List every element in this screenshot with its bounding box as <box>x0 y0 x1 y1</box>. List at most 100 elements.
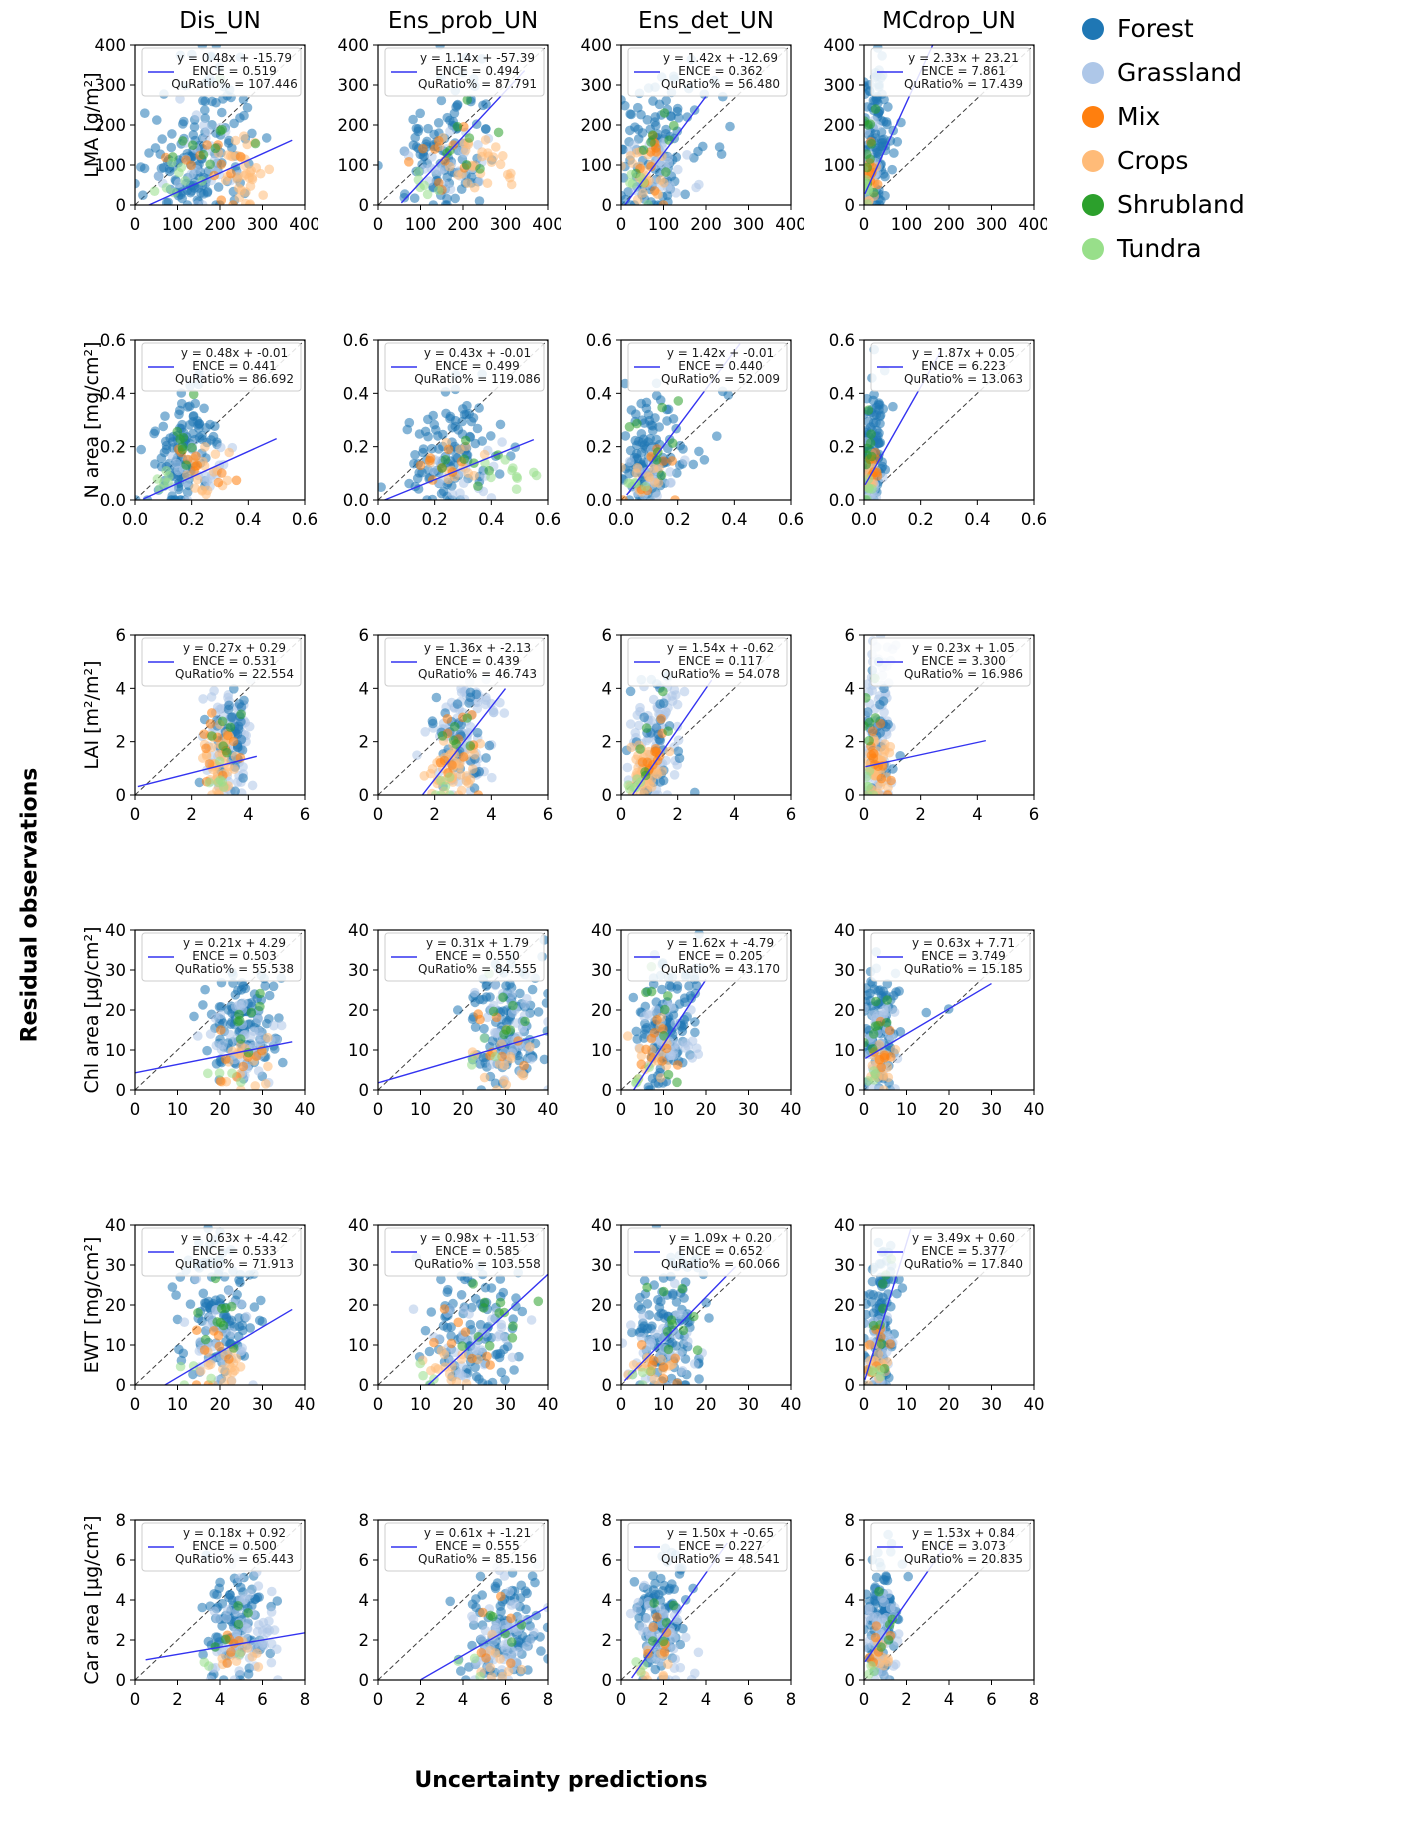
scatter-point-shrubland <box>255 988 265 999</box>
scatter-point-forest <box>136 162 146 172</box>
axis-frame <box>863 634 1035 796</box>
scatter-point-forest <box>873 985 883 996</box>
scatter-point-forest <box>404 478 414 489</box>
scatter-point-crops <box>516 1664 527 1675</box>
scatter-point-forest <box>236 1582 246 1593</box>
scatter-point-tundra <box>864 199 873 205</box>
scatter-point-forest <box>226 712 237 723</box>
scatter-point-shrubland <box>495 1297 506 1308</box>
scatter-point-crops <box>658 1672 669 1680</box>
axis-frame <box>134 1224 306 1386</box>
scatter-point-mix <box>506 1613 516 1624</box>
x-tick-label: 200 <box>690 215 722 234</box>
scatter-point-shrubland <box>462 713 472 723</box>
y-tick-label: 2 <box>359 1631 370 1650</box>
plot-panel-r0c3: 0 0 100 100 200 200 300 300 400 400 y = 2.33x + 23… <box>804 30 1050 325</box>
scatter-point-forest <box>185 1299 196 1309</box>
scatter-point-crops <box>226 1376 237 1385</box>
scatter-point-grassland <box>435 166 445 176</box>
scatter-point-forest <box>217 1598 228 1609</box>
scatter-point-shrubland <box>533 1296 544 1307</box>
scatter-point-grassland <box>689 1359 700 1369</box>
scatter-point-grassland <box>198 694 208 704</box>
y-tick-label: 30 <box>834 1256 855 1275</box>
scatter-point-forest <box>456 184 467 194</box>
annotation-ence: ENCE = 5.377 <box>921 1244 1006 1258</box>
annotation-ence: ENCE = 0.439 <box>435 654 520 668</box>
annotation-equation: y = 0.27x + 0.29 <box>183 641 286 655</box>
annotation-equation: y = 1.50x + -0.65 <box>667 1526 774 1540</box>
y-tick-label: 20 <box>591 1001 612 1020</box>
y-tick-label: 20 <box>105 1001 126 1020</box>
x-tick-label: 0 <box>130 1395 141 1414</box>
scatter-point-forest <box>636 398 646 409</box>
scatter-point-grassland <box>499 1571 510 1581</box>
scatter-point-shrubland <box>450 721 460 732</box>
scatter-point-tundra <box>444 772 455 782</box>
annotation-quratio: QuRatio% = 85.156 <box>418 1552 537 1566</box>
scatter-point-shrubland <box>473 481 483 491</box>
x-tick-label: 0.0 <box>851 510 877 529</box>
x-tick-label: 10 <box>167 1395 188 1414</box>
scatter-point-mix <box>460 1327 471 1337</box>
scatter-point-forest <box>420 1325 431 1336</box>
scatter-point-shrubland <box>437 731 448 741</box>
scatter-point-forest <box>135 495 141 500</box>
scatter-point-forest <box>149 428 159 439</box>
scatter-point-forest <box>247 128 257 139</box>
scatter-point-shrubland <box>464 133 475 143</box>
scatter-point-forest <box>198 1649 208 1660</box>
scatter-point-forest <box>656 1296 666 1307</box>
scatter-point-forest <box>452 100 462 111</box>
scatter-point-forest <box>475 1319 486 1330</box>
scatter-point-forest <box>470 1294 481 1304</box>
scatter-point-shrubland <box>656 470 667 481</box>
plot-panel-r3c1: 0 0 10 10 20 20 30 30 40 40 y = 0.31x + 1.79 ENCE =… <box>318 915 561 1210</box>
scatter-point-crops <box>525 1042 535 1052</box>
scatter-point-tundra <box>176 162 187 173</box>
scatter-point-forest <box>230 786 240 795</box>
scatter-point-forest <box>461 1675 471 1680</box>
scatter-point-grassland <box>644 1010 654 1021</box>
annotation-equation: y = 0.21x + 4.29 <box>183 936 286 950</box>
scatter-point-forest <box>883 102 893 112</box>
x-tick-label: 0.6 <box>535 510 561 529</box>
y-tick-label: 0 <box>845 196 856 215</box>
x-tick-label: 300 <box>490 215 522 234</box>
scatter-point-forest <box>417 467 427 478</box>
scatter-point-forest <box>234 699 245 709</box>
scatter-point-shrubland <box>200 1334 211 1345</box>
scatter-point-forest <box>177 419 187 430</box>
scatter-point-forest <box>864 89 870 99</box>
y-tick-label: 0 <box>359 1081 370 1100</box>
scatter-point-shrubland <box>867 1044 878 1054</box>
y-tick-label: 6 <box>359 626 370 645</box>
scatter-point-mix <box>884 1025 895 1036</box>
scatter-point-forest <box>194 777 205 788</box>
scatter-point-grassland <box>182 495 193 500</box>
scatter-point-mix <box>652 1612 662 1622</box>
scatter-point-forest <box>481 753 491 763</box>
scatter-point-forest <box>655 735 665 746</box>
scatter-point-forest <box>894 986 904 996</box>
scatter-point-grassland <box>871 492 882 500</box>
scatter-point-forest <box>161 198 172 205</box>
annotation-ence: ENCE = 0.362 <box>678 64 763 78</box>
y-tick-label: 20 <box>591 1296 612 1315</box>
scatter-point-crops <box>632 463 643 473</box>
scatter-point-shrubland <box>448 735 459 746</box>
scatter-point-forest <box>486 431 496 441</box>
scatter-point-mix <box>868 753 879 763</box>
scatter-point-grassland <box>507 1008 518 1018</box>
scatter-point-grassland <box>203 126 213 136</box>
scatter-point-shrubland <box>461 160 472 170</box>
scatter-point-forest <box>167 1282 178 1292</box>
y-tick-label: 0 <box>845 786 856 805</box>
y-tick-label: 10 <box>348 1336 369 1355</box>
plot-panel-r1c0: 0.0 0.0 0.2 0.2 0.4 0.4 0.6 0.6 y = 0.48x + -0.0… <box>75 325 318 620</box>
y-tick-label: 6 <box>602 626 613 645</box>
scatter-point-mix <box>223 730 233 741</box>
